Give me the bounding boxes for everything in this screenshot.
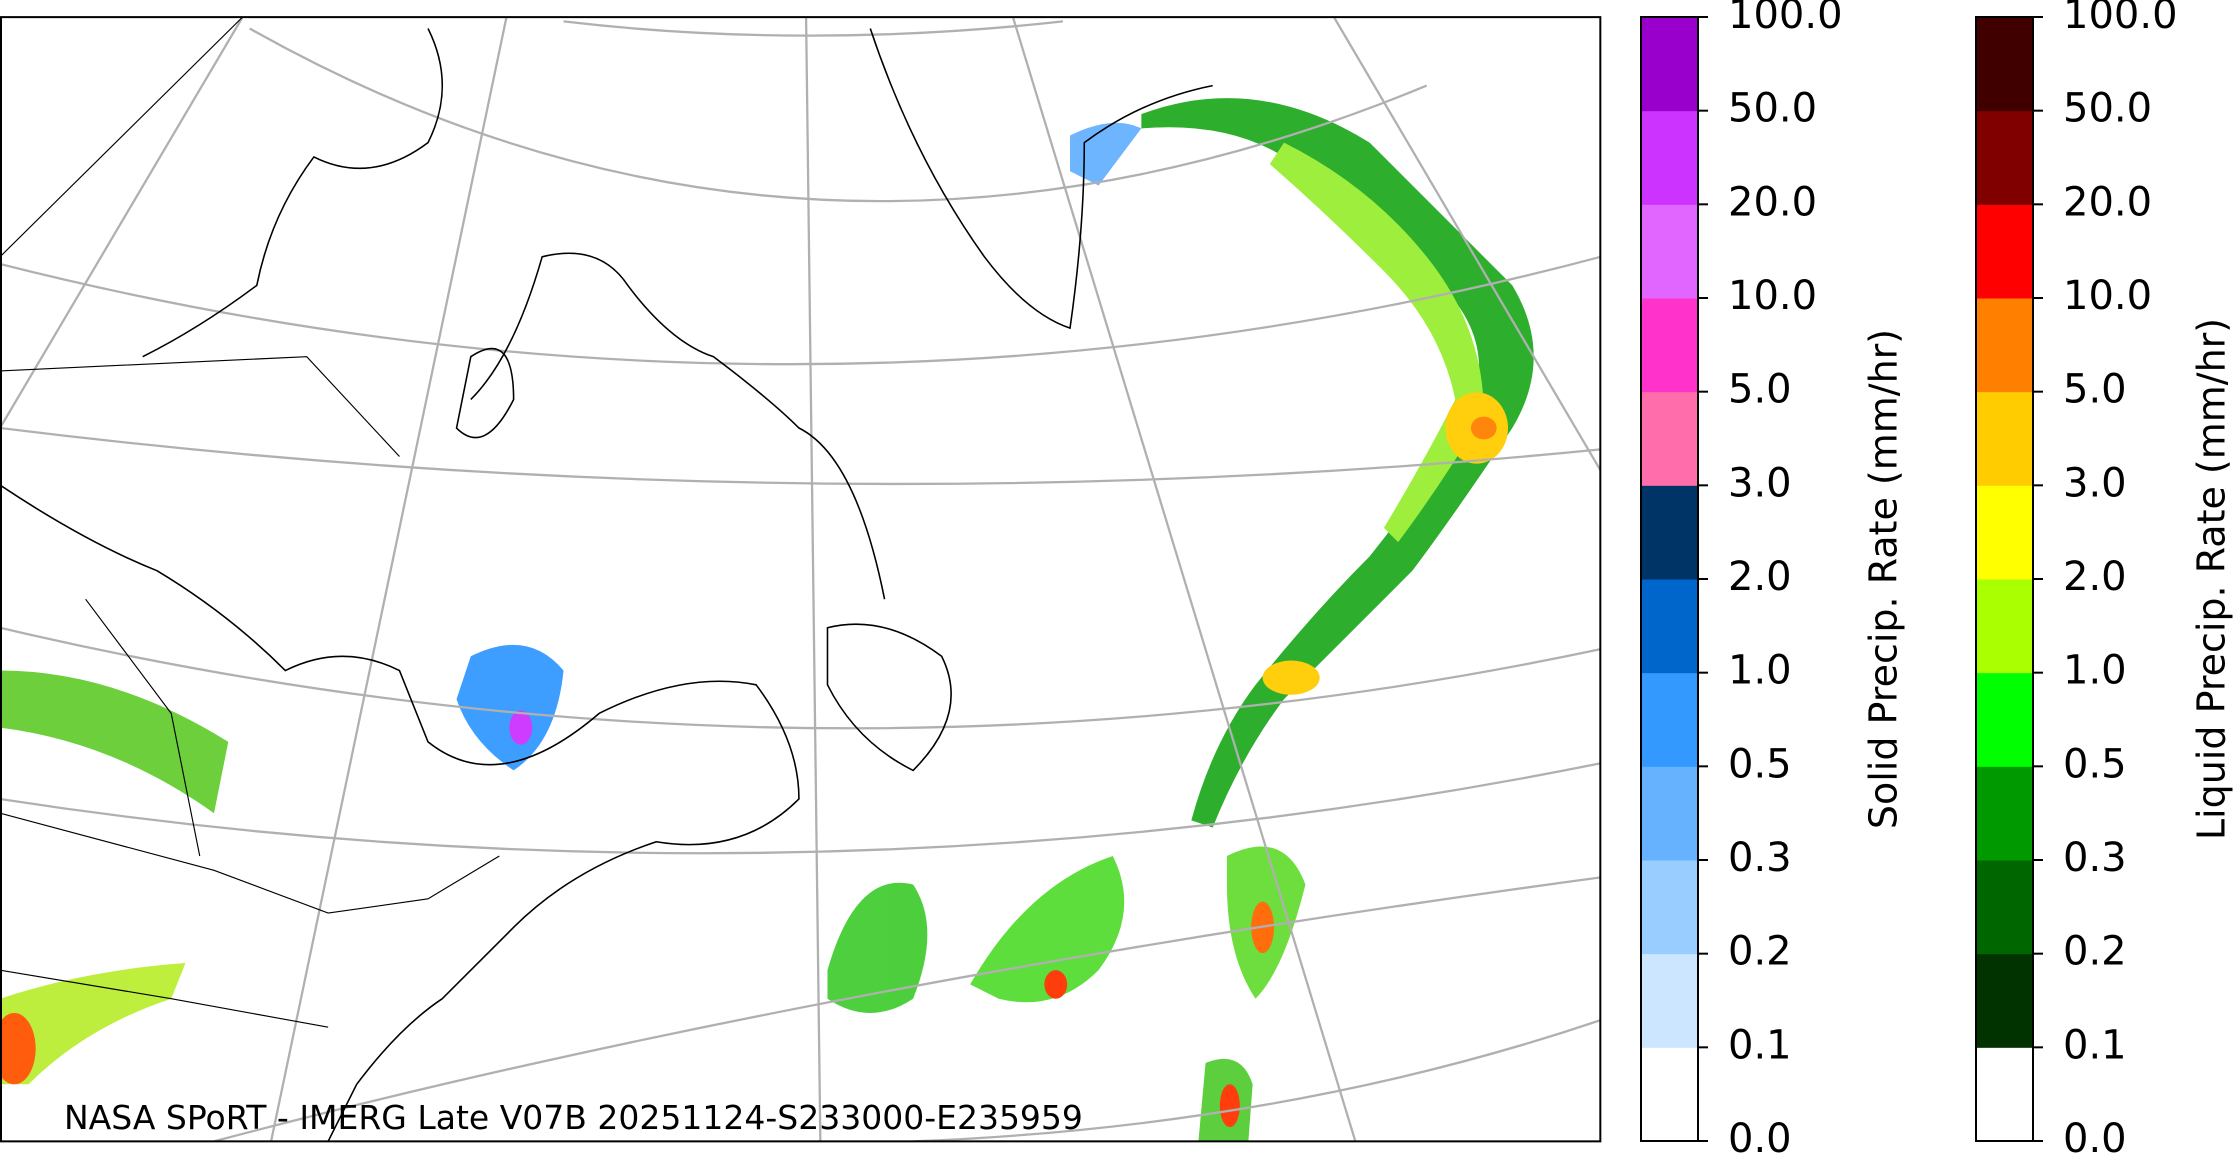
colorbar-segment xyxy=(1976,17,2033,112)
colorbar-segment xyxy=(1641,204,1698,299)
colorbar-tick-label: 5.0 xyxy=(1728,367,1792,413)
colorbar-tick-label: 0.0 xyxy=(2063,1116,2127,1162)
colorbar-segment xyxy=(1641,1047,1698,1142)
colorbar-tick-label: 100.0 xyxy=(1728,0,1843,38)
colorbar-tick-label: 20.0 xyxy=(2063,179,2152,225)
colorbar-segment xyxy=(1641,579,1698,674)
colorbar-segment xyxy=(1976,110,2033,205)
colorbar-label: Solid Precip. Rate (mm/hr) xyxy=(1862,329,1906,829)
map xyxy=(0,16,1602,1143)
graticule xyxy=(0,17,1601,1142)
colorbar-tick-label: 0.5 xyxy=(1728,741,1792,787)
colorbar-tick-label: 0.0 xyxy=(1728,1116,1792,1162)
colorbar-segment xyxy=(1976,672,2033,767)
colorbar-tick-label: 50.0 xyxy=(1728,86,1817,132)
colorbar-tick-label: 0.2 xyxy=(2063,929,2127,975)
colorbar-tick-label: 20.0 xyxy=(1728,179,1817,225)
colorbar-tick-label: 5.0 xyxy=(2063,367,2127,413)
colorbar-tick-label: 0.1 xyxy=(1728,1022,1792,1068)
colorbar: 0.0 0.1 0.2 0.3 0.5 1.0 2.0 3.0 5.0 10.0 20.0 50.0 1… xyxy=(1975,0,2234,1162)
colorbar-tick-label: 10.0 xyxy=(1728,273,1817,319)
colorbar-segment xyxy=(1976,298,2033,393)
colorbar-segment xyxy=(1641,17,1698,112)
colorbar-segment xyxy=(1641,953,1698,1048)
colorbar-segment xyxy=(1976,860,2033,955)
colorbar-tick-label: 100.0 xyxy=(2063,0,2178,38)
colorbar-label: Liquid Precip. Rate (mm/hr) xyxy=(2190,318,2234,840)
colorbar-segment xyxy=(1641,485,1698,580)
colorbar-tick-label: 50.0 xyxy=(2063,86,2152,132)
colorbar-segment xyxy=(1641,391,1698,486)
colorbar-segment xyxy=(1976,579,2033,674)
colorbar-segment xyxy=(1641,860,1698,955)
colorbar-segment xyxy=(1976,953,2033,1048)
colorbar-segment xyxy=(1976,391,2033,486)
colorbar-tick-label: 0.5 xyxy=(2063,741,2127,787)
colorbar-segment xyxy=(1976,1047,2033,1142)
colorbar-tick-label: 3.0 xyxy=(1728,460,1792,506)
colorbar-segment xyxy=(1976,766,2033,861)
colorbar-tick-label: 1.0 xyxy=(1728,648,1792,694)
colorbar-tick-label: 0.2 xyxy=(1728,929,1792,975)
colorbar-tick-label: 0.3 xyxy=(1728,835,1792,881)
colorbar: 0.0 0.1 0.2 0.3 0.5 1.0 2.0 3.0 5.0 10.0 20.0 50.0 1… xyxy=(1640,0,1906,1162)
colorbar-segment xyxy=(1641,766,1698,861)
colorbar-tick-label: 2.0 xyxy=(2063,554,2127,600)
colorbar-segment xyxy=(1976,485,2033,580)
colorbar-tick-label: 0.1 xyxy=(2063,1022,2127,1068)
colorbar-tick-label: 0.3 xyxy=(2063,835,2127,881)
colorbar-tick-label: 10.0 xyxy=(2063,273,2152,319)
credit: NASA SPoRT - IMERG Late V07B 20251124-S2… xyxy=(64,1098,1083,1137)
colorbar-tick-label: 1.0 xyxy=(2063,648,2127,694)
colorbar-tick-label: 2.0 xyxy=(1728,554,1792,600)
colorbar-segment xyxy=(1641,110,1698,205)
colorbar-segment xyxy=(1641,672,1698,767)
colorbar-tick-label: 3.0 xyxy=(2063,460,2127,506)
coastlines xyxy=(0,17,1213,1142)
colorbar-segment xyxy=(1641,298,1698,393)
colorbar-segment xyxy=(1976,204,2033,299)
